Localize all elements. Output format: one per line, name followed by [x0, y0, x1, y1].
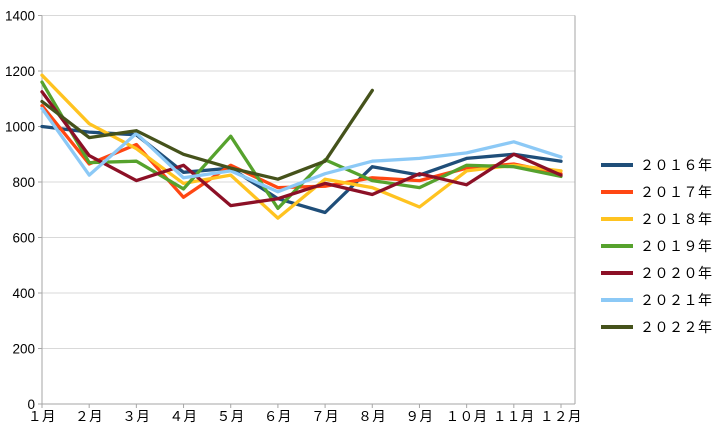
legend-label: ２０１９年 — [640, 238, 713, 254]
series-line-2017 — [40, 104, 563, 199]
x-axis-label: １１月 — [493, 409, 535, 424]
legend-swatch — [601, 271, 633, 275]
legend-swatch — [601, 163, 633, 167]
legend-swatch — [601, 217, 633, 221]
legend-item: ２０１９年 — [601, 236, 713, 256]
x-axis-label: ２月 — [75, 409, 103, 424]
series-line-2022 — [40, 88, 374, 181]
series-line-2016 — [40, 124, 563, 215]
y-axis-labels: 0 200 400 600 800 1000 1200 1400 — [5, 9, 35, 413]
legend-item: ２０１６年 — [601, 155, 713, 175]
legend-label: ２０２１年 — [640, 292, 713, 308]
legend-swatch — [601, 190, 633, 194]
series-line-2021 — [40, 106, 563, 194]
legend-label: ２０２２年 — [640, 319, 713, 335]
y-axis-label: 200 — [12, 342, 35, 357]
y-axis-label: 1200 — [5, 64, 35, 79]
x-axis-label: ６月 — [264, 409, 292, 424]
legend-item: ２０１７年 — [601, 182, 713, 202]
y-axis-label: 600 — [12, 231, 35, 246]
legend-label: ２０１６年 — [640, 157, 713, 173]
legend-swatch — [601, 325, 633, 329]
x-axis-label: ９月 — [405, 409, 433, 424]
legend: ２０１６年 ２０１７年 ２０１８年 ２０１９年 ２０２０年 ２０２１年 ２０２２年 — [601, 155, 713, 337]
gridlines — [38, 15, 575, 405]
legend-label: ２０１７年 — [640, 184, 713, 200]
x-axis-label: １月 — [28, 409, 56, 424]
y-axis-label: 1400 — [5, 9, 35, 24]
x-axis-label: ５月 — [217, 409, 245, 424]
legend-item: ２０１８年 — [601, 209, 713, 229]
legend-item: ２０２２年 — [601, 317, 713, 337]
legend-swatch — [601, 244, 633, 248]
x-axis-label: １０月 — [446, 409, 488, 424]
y-axis-label: 800 — [12, 175, 35, 190]
x-axis-label: ４月 — [170, 409, 198, 424]
x-axis-label: ８月 — [358, 409, 386, 424]
legend-swatch — [601, 298, 633, 302]
legend-label: ２０２０年 — [640, 265, 713, 281]
x-axis-label: １２月 — [540, 409, 582, 424]
x-axis-labels: １月 ２月 ３月 ４月 ５月 ６月 ７月 ８月 ９月 １０月 １１月 １２月 — [28, 409, 582, 424]
x-axis-label: ３月 — [122, 409, 150, 424]
y-axis-label: 0 — [27, 397, 35, 412]
series-line-2018 — [40, 73, 563, 220]
series-lines — [40, 73, 563, 220]
legend-item: ２０２０年 — [601, 263, 713, 283]
legend-item: ２０２１年 — [601, 290, 713, 310]
y-axis-label: 1000 — [5, 120, 35, 135]
legend-label: ２０１８年 — [640, 211, 713, 227]
series-line-2020 — [40, 90, 563, 208]
y-axis-label: 400 — [12, 286, 35, 301]
axes — [41, 15, 576, 408]
x-axis-label: ７月 — [311, 409, 339, 424]
